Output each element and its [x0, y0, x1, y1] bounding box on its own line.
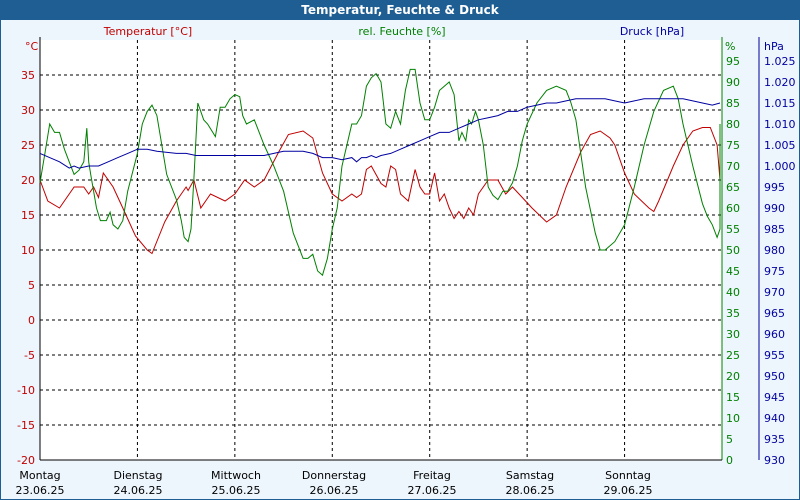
- pressure-tick-label: 990: [764, 202, 785, 215]
- humidity-tick-label: 55: [726, 223, 740, 236]
- pressure-unit: hPa: [764, 40, 784, 53]
- pressure-tick-label: 1.025: [764, 55, 796, 68]
- humidity-tick-label: 60: [726, 202, 740, 215]
- pressure-tick-label: 985: [764, 223, 785, 236]
- pressure-tick-label: 980: [764, 244, 785, 257]
- series-line-temperature: [39, 127, 721, 255]
- temperature-tick-label: 35: [21, 69, 35, 82]
- pressure-tick-label: 1.015: [764, 97, 796, 110]
- x-date-label: 24.06.25: [114, 484, 163, 497]
- humidity-tick-label: 75: [726, 139, 740, 152]
- humidity-tick-label: 70: [726, 160, 740, 173]
- pressure-tick-label: 945: [764, 391, 785, 404]
- temperature-tick-label: 30: [21, 104, 35, 117]
- humidity-tick-label: 50: [726, 244, 740, 257]
- series-line-humidity: [39, 68, 721, 277]
- humidity-unit: %: [725, 40, 735, 53]
- humidity-tick-label: 15: [726, 391, 740, 404]
- x-day-label: Mittwoch: [211, 469, 261, 482]
- temperature-tick-label: 20: [21, 174, 35, 187]
- pressure-tick-label: 970: [764, 286, 785, 299]
- pressure-tick-label: 995: [764, 181, 785, 194]
- humidity-tick-label: 90: [726, 76, 740, 89]
- temperature-tick-label: -10: [17, 384, 35, 397]
- x-day-label: Montag: [19, 469, 60, 482]
- x-day-label: Dienstag: [113, 469, 162, 482]
- humidity-tick-label: 25: [726, 349, 740, 362]
- humidity-tick-label: 40: [726, 286, 740, 299]
- pressure-tick-label: 950: [764, 370, 785, 383]
- temperature-tick-label: 0: [28, 314, 35, 327]
- humidity-tick-label: 85: [726, 97, 740, 110]
- humidity-tick-label: 35: [726, 307, 740, 320]
- pressure-tick-label: 940: [764, 412, 785, 425]
- pressure-axis-label: Druck [hPa]: [620, 25, 684, 38]
- pressure-tick-label: 1.005: [764, 139, 796, 152]
- x-date-label: 26.06.25: [310, 484, 359, 497]
- temperature-unit: °C: [25, 40, 39, 53]
- temperature-tick-label: -15: [17, 419, 35, 432]
- grid: [39, 37, 760, 461]
- pressure-tick-label: 965: [764, 307, 785, 320]
- humidity-tick-label: 65: [726, 181, 740, 194]
- humidity-tick-label: 5: [726, 433, 733, 446]
- temperature-tick-label: -5: [24, 349, 35, 362]
- temperature-tick-label: 25: [21, 139, 35, 152]
- x-day-label: Sonntag: [605, 469, 651, 482]
- pressure-tick-label: 1.000: [764, 160, 796, 173]
- x-date-label: 27.06.25: [408, 484, 457, 497]
- pressure-tick-label: 935: [764, 433, 785, 446]
- pressure-tick-label: 960: [764, 328, 785, 341]
- humidity-tick-label: 45: [726, 265, 740, 278]
- x-date-label: 29.06.25: [604, 484, 653, 497]
- temperature-tick-label: 15: [21, 209, 35, 222]
- series-line-pressure: [39, 98, 721, 169]
- pressure-tick-label: 955: [764, 349, 785, 362]
- humidity-tick-label: 20: [726, 370, 740, 383]
- series-lines: [39, 68, 721, 277]
- humidity-axis-ticks: 0 5 10 15 20 25 30 35 40 45 50 55 60 65 70 75 80 85 90 95: [726, 55, 740, 467]
- temperature-axis-label: Temperatur [°C]: [103, 25, 192, 38]
- x-date-label: 25.06.25: [212, 484, 261, 497]
- humidity-axis-label: rel. Feuchte [%]: [358, 25, 445, 38]
- x-axis-labels: Montag 23.06.25 Dienstag 24.06.25 Mittwoch 25…: [16, 469, 653, 497]
- humidity-tick-label: 10: [726, 412, 740, 425]
- x-day-label: Donnerstag: [302, 469, 366, 482]
- humidity-tick-label: 0: [726, 454, 733, 467]
- humidity-tick-label: 30: [726, 328, 740, 341]
- humidity-tick-label: 95: [726, 55, 740, 68]
- pressure-tick-label: 930: [764, 454, 785, 467]
- pressure-tick-label: 1.010: [764, 118, 796, 131]
- pressure-tick-label: 975: [764, 265, 785, 278]
- x-date-label: 23.06.25: [16, 484, 65, 497]
- temperature-tick-label: 5: [28, 279, 35, 292]
- x-day-label: Freitag: [413, 469, 451, 482]
- temperature-tick-label: 10: [21, 244, 35, 257]
- humidity-tick-label: 80: [726, 118, 740, 131]
- chart-title: Temperatur, Feuchte & Druck: [1, 1, 799, 20]
- temperature-tick-label: -20: [17, 454, 35, 467]
- pressure-axis-ticks: 930 935 940 945 950 955 960 965 970 975 980 985 990 9…: [764, 55, 796, 467]
- temperature-axis-ticks: -20 -15 -10 -5 0 5 10 15 20 25 30 35: [17, 69, 35, 467]
- x-day-label: Samstag: [506, 469, 554, 482]
- pressure-tick-label: 1.020: [764, 76, 796, 89]
- x-date-label: 28.06.25: [506, 484, 555, 497]
